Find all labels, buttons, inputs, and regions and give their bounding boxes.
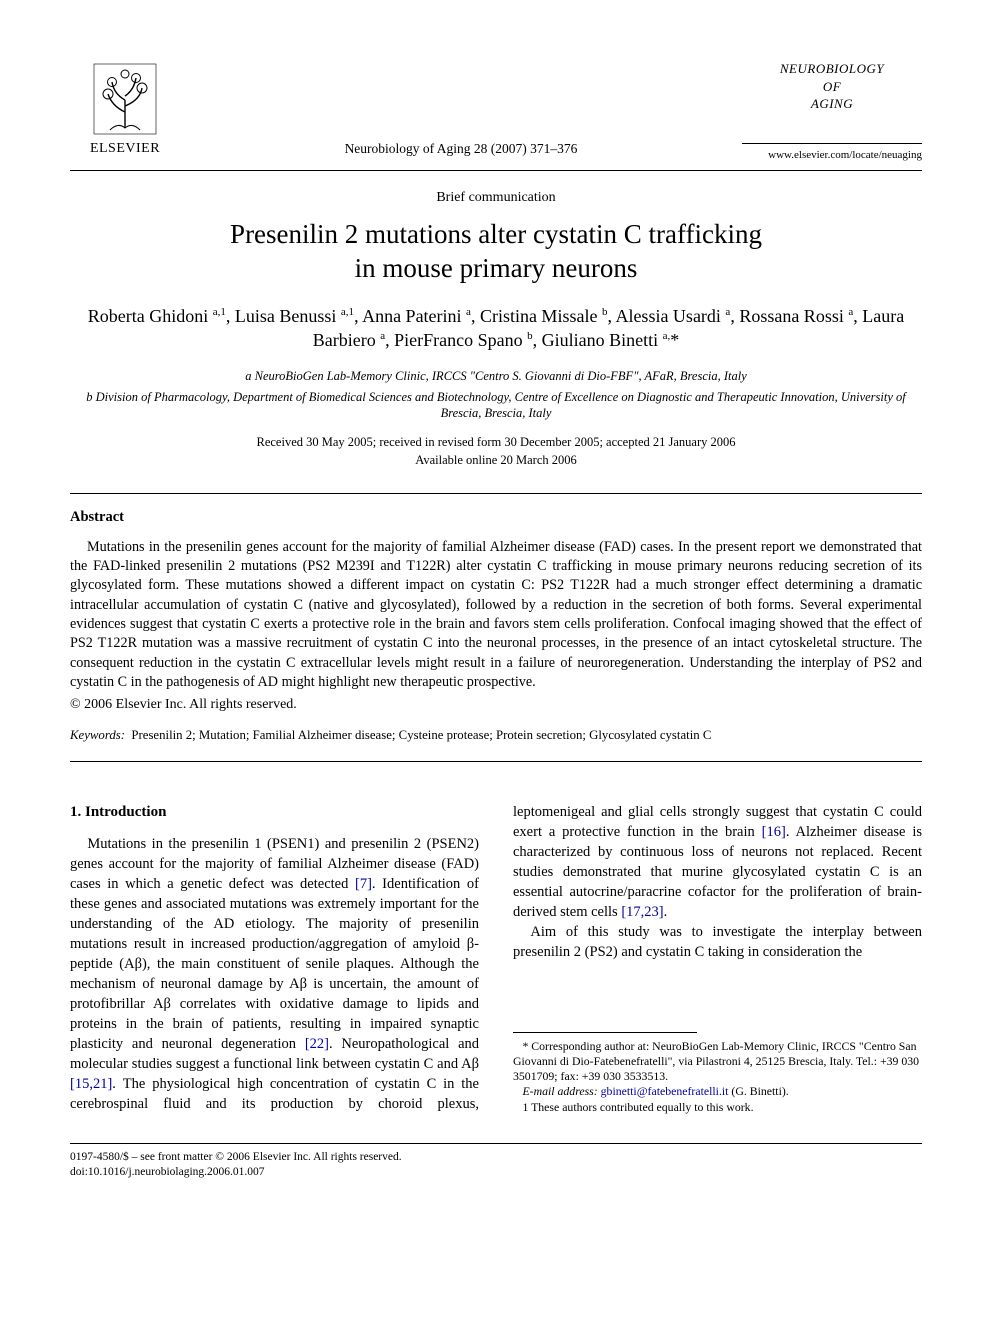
journal-weblink[interactable]: www.elsevier.com/locate/neuaging [742,148,922,163]
abstract-copyright: © 2006 Elsevier Inc. All rights reserved… [70,696,922,715]
footer-rule [70,1143,922,1144]
keywords-list: Presenilin 2; Mutation; Familial Alzheim… [131,728,711,742]
title-line-1: Presenilin 2 mutations alter cystatin C … [230,219,762,249]
publisher-logo-block: ELSEVIER [70,60,180,159]
email-label: E-mail address: [522,1084,597,1098]
article-type: Brief communication [70,189,922,208]
header: ELSEVIER Neurobiology of Aging 28 (2007)… [70,60,922,162]
footnote-equal-contribution: 1 These authors contributed equally to t… [513,1100,922,1115]
email-link[interactable]: gbinetti@fatebenefratelli.it [601,1084,729,1098]
citation-link-7[interactable]: [7] [355,876,372,892]
journal-name-line-2: OF [742,78,922,96]
email-tail: (G. Binetti). [728,1084,788,1098]
abstract-heading: Abstract [70,508,922,528]
footnote-rule [513,1032,697,1033]
citation-link-22[interactable]: [22] [305,1036,329,1052]
affiliation-a: a NeuroBioGen Lab-Memory Clinic, IRCCS "… [70,366,922,384]
keywords-label: Keywords: [70,728,125,742]
article-title: Presenilin 2 mutations alter cystatin C … [70,218,922,286]
intro-paragraph-2: Aim of this study was to investigate the… [513,922,922,962]
date-available: Available online 20 March 2006 [70,452,922,469]
page-footer: 0197-4580/$ – see front matter © 2006 El… [70,1150,922,1180]
elsevier-tree-icon [90,60,160,138]
publisher-name: ELSEVIER [90,140,160,159]
footnote-corresponding: * Corresponding author at: NeuroBioGen L… [513,1039,922,1085]
author-list: Roberta Ghidoni a,1, Luisa Benussi a,1, … [70,304,922,353]
citation-link-17-23[interactable]: [17,23] [621,904,663,920]
title-line-2: in mouse primary neurons [355,253,638,283]
footnote-email: E-mail address: gbinetti@fatebenefratell… [513,1084,922,1099]
footer-issn: 0197-4580/$ – see front matter © 2006 El… [70,1150,922,1165]
abstract-bottom-rule [70,761,922,762]
body-two-column: 1. Introduction Mutations in the preseni… [70,802,922,1116]
abstract-text: Mutations in the presenilin genes accoun… [70,538,922,693]
affiliation-b: b Division of Pharmacology, Department o… [70,387,922,422]
journal-title-block: NEUROBIOLOGY OF AGING www.elsevier.com/l… [742,60,922,162]
date-received: Received 30 May 2005; received in revise… [70,434,922,451]
abstract-top-rule [70,493,922,494]
keywords-line: Keywords: Presenilin 2; Mutation; Famili… [70,727,922,744]
section-heading-introduction: 1. Introduction [70,802,479,823]
citation-link-16[interactable]: [16] [762,824,786,840]
header-rule [70,170,922,171]
journal-name-line-3: AGING [742,95,922,113]
footer-doi: doi:10.1016/j.neurobiolaging.2006.01.007 [70,1165,922,1180]
journal-name-line-1: NEUROBIOLOGY [742,60,922,78]
journal-citation: Neurobiology of Aging 28 (2007) 371–376 [180,140,742,162]
abstract-body: Mutations in the presenilin genes accoun… [70,538,922,693]
citation-link-15-21[interactable]: [15,21] [70,1076,112,1092]
